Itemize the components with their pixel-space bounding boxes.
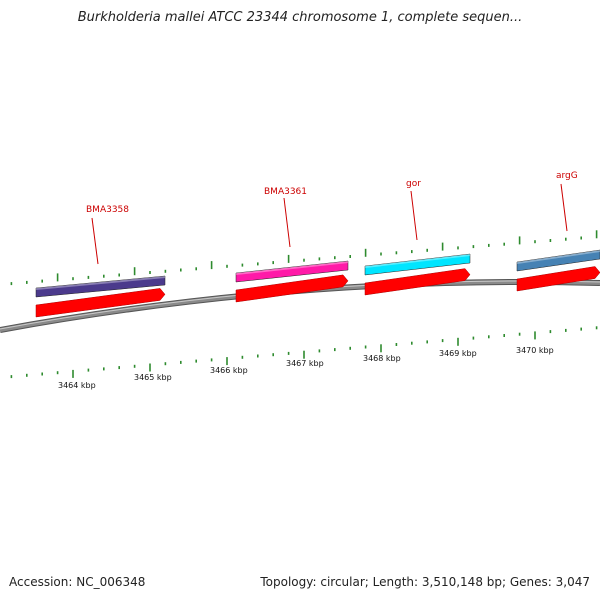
gene-label-stem	[283, 197, 291, 248]
gene-bar-gor[interactable]	[364, 253, 471, 276]
genome-stats-label: Topology: circular; Length: 3,510,148 bp…	[260, 575, 590, 589]
gene-bar-highlight	[235, 261, 349, 275]
axis-label: 3464 kbp	[58, 381, 96, 390]
cds-track	[35, 266, 600, 318]
gene-label-layer: BMA3358 BMA3361 gor argG	[86, 171, 578, 265]
gene-label-stem	[91, 217, 99, 265]
cds-arrow-bma3358[interactable]	[35, 288, 166, 318]
gene-bar-highlight	[364, 254, 471, 268]
cds-arrow-bma3361[interactable]	[235, 274, 349, 303]
gene-label-gor[interactable]: gor	[406, 179, 421, 189]
gene-bar-highlight	[35, 276, 166, 290]
gene-track	[35, 249, 600, 298]
gene-bar-bma3358[interactable]	[35, 275, 166, 298]
axis-label: 3467 kbp	[286, 359, 324, 368]
gene-label-stem	[560, 183, 568, 232]
gene-label-bma3361[interactable]: BMA3361	[264, 187, 307, 197]
outer-tick-track	[10, 230, 598, 286]
axis-labels: 3464 kbp 3465 kbp 3466 kbp 3467 kbp 3468…	[58, 346, 554, 390]
accession-label: Accession: NC_006348	[9, 575, 146, 589]
gene-bar-highlight	[516, 250, 600, 264]
axis-label: 3470 kbp	[516, 346, 554, 355]
inner-tick-track	[10, 326, 598, 379]
axis-label: 3466 kbp	[210, 366, 248, 375]
map-title: Burkholderia mallei ATCC 23344 chromosom…	[77, 10, 523, 25]
gene-label-argg[interactable]: argG	[556, 171, 578, 181]
gene-label-bma3358[interactable]: BMA3358	[86, 205, 129, 215]
cds-arrow-gor[interactable]	[364, 268, 471, 296]
gene-bar-bma3361[interactable]	[235, 260, 349, 283]
gene-label-stem	[410, 190, 418, 241]
axis-label: 3465 kbp	[134, 373, 172, 382]
axis-label: 3469 kbp	[439, 349, 477, 358]
axis-label: 3468 kbp	[363, 354, 401, 363]
gene-bar-argg[interactable]	[516, 249, 600, 272]
cds-arrow-argg[interactable]	[516, 266, 600, 292]
